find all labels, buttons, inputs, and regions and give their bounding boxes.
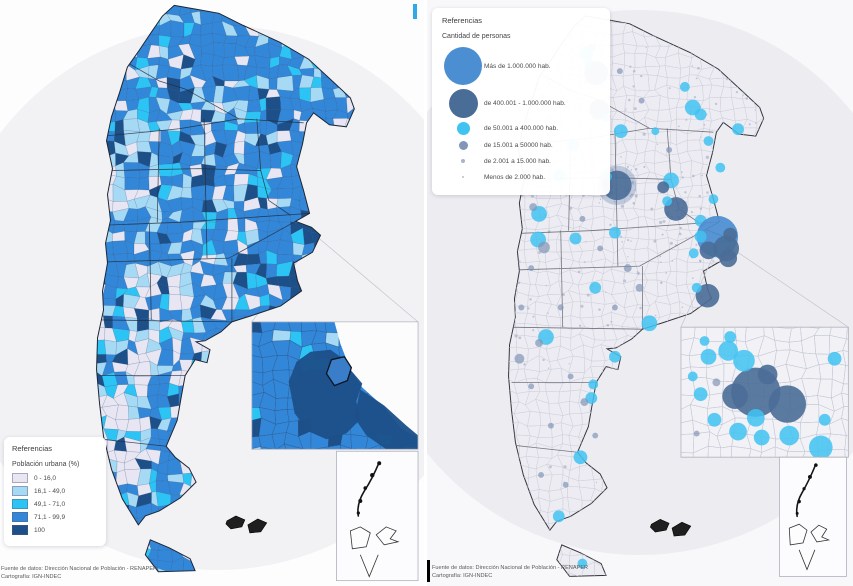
- legend-circle-swatch: [458, 140, 468, 150]
- legend-class-row: 49,1 - 71,0: [12, 499, 98, 509]
- buenos-aires-inset: [680, 326, 849, 458]
- legend-class-label: 0 - 16,0: [34, 474, 57, 482]
- legend-class-label: 71,1 - 99,9: [34, 513, 66, 521]
- country-outline: [96, 4, 355, 573]
- urban-legend: Referencias Población urbana (%) 0 - 16,…: [4, 437, 106, 546]
- legend-subtitle: Cantidad de personas: [442, 33, 511, 40]
- antarctic-inset: [336, 450, 419, 582]
- source-note-left: Fuente de datos: Dirección Nacional de P…: [1, 566, 158, 580]
- legend-swatch: [12, 473, 28, 483]
- legend-swatch: [12, 525, 28, 535]
- legend-class-label: 16,1 - 49,0: [34, 487, 66, 495]
- malvinas-islands: [225, 515, 268, 534]
- legend-class-row: 16,1 - 49,0: [12, 486, 98, 496]
- population-map-panel: Referencias Cantidad de personas Más de …: [427, 0, 853, 586]
- urban-legend-rows: 0 - 16,0 16,1 - 49,0 49,1 - 71,0 71,1 - 99,…: [12, 473, 98, 535]
- legend-class-row: 71,1 - 99,9: [12, 512, 98, 522]
- legend-class-label: de 400.001 - 1.000.000 hab.: [484, 100, 566, 107]
- urban-choropleth-map[interactable]: [0, 0, 424, 586]
- legend-class-label: de 2.001 a 15.000 hab.: [484, 157, 551, 165]
- legend-circle-swatch: [448, 89, 478, 118]
- buenos-aires-inset: [251, 321, 419, 450]
- province-boundaries: [97, 60, 310, 447]
- legend-circle-swatch: [444, 47, 482, 85]
- urban-map-panel: Referencias Población urbana (%) 0 - 16,…: [0, 0, 424, 586]
- legend-swatch: [12, 499, 28, 509]
- legend-class-row: 0 - 16,0: [12, 473, 98, 483]
- legend-class-row: de 2.001 a 15.000 hab.: [442, 153, 600, 169]
- legend-class-label: Menos de 2.000 hab.: [484, 173, 546, 181]
- legend-class-label: 100: [34, 526, 45, 534]
- legend-swatch: [12, 512, 28, 522]
- rio-de-la-plata-water: [334, 321, 419, 438]
- legend-circle-swatch: [462, 176, 464, 178]
- legend-class-label: 49,1 - 71,0: [34, 500, 66, 508]
- legend-circle-swatch: [461, 159, 465, 163]
- source-note-right: Fuente de datos: Dirección Nacional de P…: [432, 565, 589, 579]
- legend-class-row: de 400.001 - 1.000.000 hab.: [442, 87, 600, 120]
- legend-class-row: Menos de 2.000 hab.: [442, 169, 600, 185]
- legend-class-label: Más de 1.000.000 hab.: [484, 62, 551, 70]
- population-legend: Referencias Cantidad de personas Más de …: [432, 8, 610, 195]
- legend-class-row: Más de 1.000.000 hab.: [442, 45, 600, 87]
- legend-title: Referencias: [442, 16, 483, 25]
- legend-class-label: de 50.001 a 400.000 hab.: [484, 125, 559, 132]
- population-legend-rows: Más de 1.000.000 hab. de 400.001 - 1.000.…: [442, 45, 600, 185]
- legend-class-row: de 50.001 a 400.000 hab.: [442, 120, 600, 137]
- malvinas-islands: [650, 518, 692, 537]
- legend-swatch: [12, 486, 28, 496]
- legend-title: Referencias: [12, 444, 53, 453]
- legend-subtitle: Población urbana (%): [12, 461, 80, 468]
- caba-outline: [325, 355, 353, 387]
- text-cursor-artifact: [427, 560, 430, 582]
- legend-circle-swatch: [456, 122, 470, 135]
- legend-class-row: de 15.001 a 50000 hab.: [442, 137, 600, 153]
- choropleth-cells: [96, 5, 355, 572]
- antarctic-inset: [779, 456, 847, 577]
- legend-class-row: 100: [12, 525, 98, 535]
- text-cursor-artifact: [413, 4, 417, 19]
- legend-class-label: de 15.001 a 50000 hab.: [484, 141, 553, 149]
